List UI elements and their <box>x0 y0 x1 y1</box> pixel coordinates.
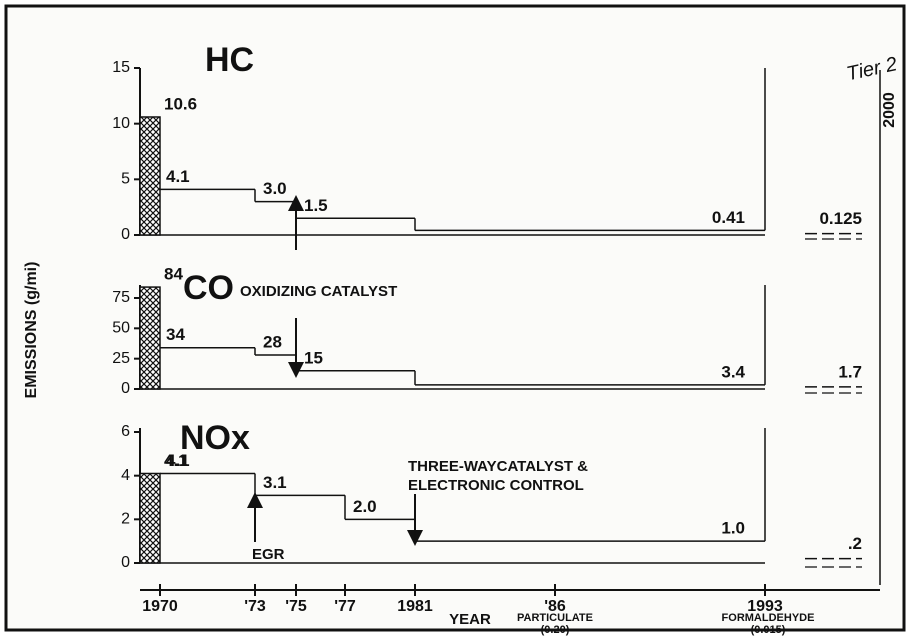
uncontrolled-bar <box>139 286 161 390</box>
target-label: 0.125 <box>819 209 862 228</box>
value-label: 34 <box>166 325 185 344</box>
panel-title: NOx <box>180 419 250 457</box>
annotation: ELECTRONIC CONTROL <box>408 477 584 494</box>
value-label: 4.1 <box>166 451 190 470</box>
target-label: .2 <box>848 534 862 553</box>
bar-label: 10.6 <box>164 94 197 113</box>
y-axis-label: EMISSIONS (g/mi) <box>23 262 40 399</box>
value-label: 4.1 <box>166 167 190 186</box>
panel-title: HC <box>205 41 254 79</box>
value-label: 28 <box>263 333 282 352</box>
y-tick-label: 0 <box>121 226 130 243</box>
y-tick-label: 10 <box>112 115 130 132</box>
value-label: 1.5 <box>304 196 328 215</box>
x-tick-label: '77 <box>334 598 356 615</box>
y-tick-label: 5 <box>121 171 130 188</box>
x-tick-label: 1981 <box>397 598 433 615</box>
value-label: 3.0 <box>263 179 287 198</box>
x-tick-label: 1970 <box>142 598 178 615</box>
x-tick-label: 1993 <box>747 598 783 615</box>
annotation: OXIDIZING CATALYST <box>240 283 397 300</box>
bar-label: 84 <box>164 265 183 284</box>
x-tick-label: '75 <box>285 598 307 615</box>
y-tick-label: 15 <box>112 59 130 76</box>
y-tick-label: 75 <box>112 289 130 306</box>
y-tick-label: 0 <box>121 380 130 397</box>
y-tick-label: 50 <box>112 320 130 337</box>
uncontrolled-bar <box>139 472 161 564</box>
y-tick-label: 6 <box>121 423 130 440</box>
panel-title: CO <box>183 269 234 307</box>
target-label: 1.7 <box>838 362 862 381</box>
annotation: PARTICULATE <box>517 612 593 624</box>
y-tick-label: 25 <box>112 350 130 367</box>
bar-label: 4.1 <box>164 451 188 470</box>
right-column-label: 2000 <box>881 92 898 128</box>
y-tick-label: 2 <box>121 511 130 528</box>
annotation: EGR <box>252 546 285 563</box>
x-axis-label: YEAR <box>449 611 491 628</box>
value-label: 15 <box>304 348 323 367</box>
x-tick-label: '73 <box>244 598 266 615</box>
y-tick-label: 4 <box>121 467 130 484</box>
value-label: 2.0 <box>353 497 377 516</box>
annotation: FORMALDEHYDE <box>722 612 815 624</box>
annotation: (0.20) <box>541 624 570 636</box>
value-label: 3.1 <box>263 473 287 492</box>
y-tick-label: 0 <box>121 554 130 571</box>
uncontrolled-bar <box>139 116 161 236</box>
x-tick-label: '86 <box>544 598 566 615</box>
value-label: 3.4 <box>721 362 745 381</box>
value-label: 1.0 <box>721 519 745 538</box>
value-label: 0.41 <box>712 208 745 227</box>
annotation: THREE-WAYCATALYST & <box>408 458 588 475</box>
annotation: (0.015) <box>751 624 786 636</box>
